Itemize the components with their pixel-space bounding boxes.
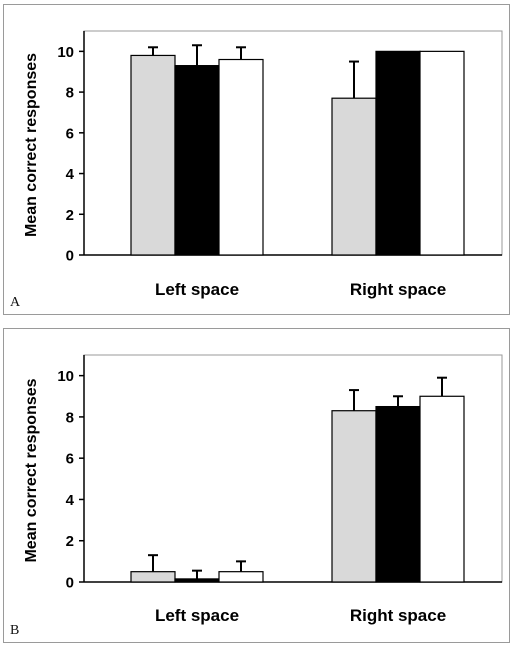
- panel-label-b: B: [10, 623, 20, 638]
- chart-panel-b: 0 2 4 6 8 10 Mean correct responses Left space R…: [3, 328, 510, 643]
- bar-chart-a: 0 2 4 6 8 10 Mean correct responses Left space R…: [23, 30, 503, 299]
- y-tick-label: 0: [66, 575, 74, 592]
- y-tick-label: 6: [66, 451, 74, 468]
- y-tick-label: 8: [66, 85, 74, 102]
- bar: [375, 50, 421, 256]
- bar-chart-b: 0 2 4 6 8 10 Mean correct responses Left space R…: [23, 354, 503, 625]
- y-tick-label: 2: [66, 207, 74, 224]
- y-tick-label: 8: [66, 409, 74, 426]
- x-category-label: Left space: [155, 606, 239, 625]
- bar: [130, 54, 176, 256]
- panel-label-a: A: [10, 295, 21, 310]
- y-tick-label: 10: [57, 368, 74, 385]
- y-tick-label: 0: [66, 248, 74, 265]
- y-tick-label: 4: [66, 166, 75, 183]
- y-tick-label: 4: [66, 492, 75, 509]
- bar: [375, 405, 421, 583]
- bar: [331, 97, 377, 256]
- bar: [174, 578, 220, 583]
- x-category-label: Left space: [155, 280, 239, 299]
- bar: [130, 571, 176, 583]
- x-category-label: Right space: [350, 280, 446, 299]
- bar: [419, 395, 465, 583]
- y-tick-label: 6: [66, 125, 74, 142]
- x-category-label: Right space: [350, 606, 446, 625]
- chart-panel-a: 0 2 4 6 8 10 Mean correct responses Left space R…: [3, 4, 510, 315]
- y-tick-label: 10: [57, 44, 74, 61]
- bar: [174, 65, 220, 256]
- y-tick-label: 2: [66, 533, 74, 550]
- y-axis-label: Mean correct responses: [23, 378, 40, 562]
- bar: [218, 58, 264, 256]
- bar: [419, 50, 465, 256]
- bar: [218, 571, 264, 583]
- y-axis-label: Mean correct responses: [23, 53, 40, 237]
- bar: [331, 410, 377, 583]
